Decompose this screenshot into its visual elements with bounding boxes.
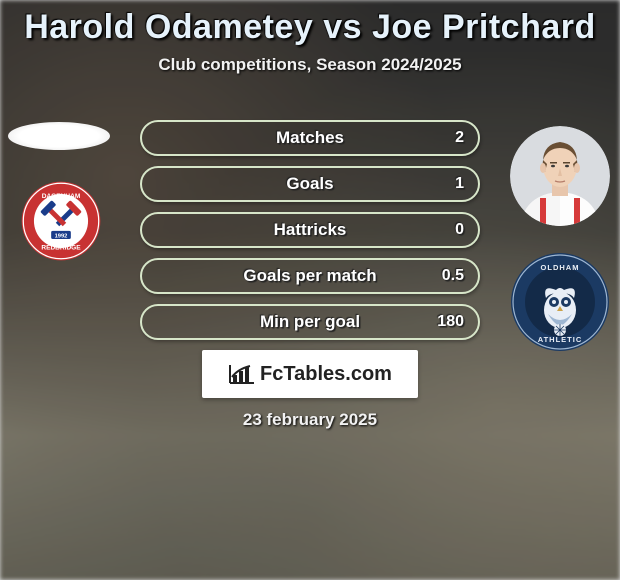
svg-text:REDBRIDGE: REDBRIDGE	[41, 245, 81, 252]
page-title: Harold Odametey vs Joe Pritchard	[0, 0, 620, 47]
stat-row-goals-per-match: Goals per match 0.5	[140, 258, 480, 294]
club-badge-left: DAGENHAM REDBRIDGE 1992	[20, 180, 102, 262]
svg-text:DAGENHAM: DAGENHAM	[42, 193, 81, 200]
stat-label: Min per goal	[142, 306, 478, 338]
club-badge-right: OLDHAM ATHLETIC	[510, 252, 610, 352]
club-badge-left-svg: DAGENHAM REDBRIDGE 1992	[20, 180, 102, 262]
stat-right-value: 1	[455, 168, 464, 200]
stat-row-goals: Goals 1	[140, 166, 480, 202]
brand-inner: FcTables.com	[228, 363, 392, 386]
subtitle: Club competitions, Season 2024/2025	[0, 55, 620, 75]
svg-text:ATHLETIC: ATHLETIC	[538, 335, 583, 344]
stat-right-value: 180	[437, 306, 464, 338]
brand-box: FcTables.com	[202, 350, 418, 398]
stat-right-value: 2	[455, 122, 464, 154]
brand-chart-icon	[228, 363, 256, 385]
brand-text: FcTables.com	[260, 363, 392, 386]
stat-row-matches: Matches 2	[140, 120, 480, 156]
date-line: 23 february 2025	[0, 410, 620, 430]
stat-right-value: 0	[455, 214, 464, 246]
player-right-photo	[510, 126, 610, 226]
content-container: Harold Odametey vs Joe Pritchard Club co…	[0, 0, 620, 580]
svg-text:1992: 1992	[55, 233, 68, 239]
svg-text:OLDHAM: OLDHAM	[541, 263, 580, 272]
player-left-photo-placeholder	[8, 122, 110, 150]
stat-row-min-per-goal: Min per goal 180	[140, 304, 480, 340]
stat-label: Goals	[142, 168, 478, 200]
stat-row-hattricks: Hattricks 0	[140, 212, 480, 248]
stat-label: Goals per match	[142, 260, 478, 292]
stats-container: Matches 2 Goals 1 Hattricks 0 Goals per …	[140, 120, 480, 350]
stat-right-value: 0.5	[442, 260, 464, 292]
stat-label: Matches	[142, 122, 478, 154]
stat-label: Hattricks	[142, 214, 478, 246]
